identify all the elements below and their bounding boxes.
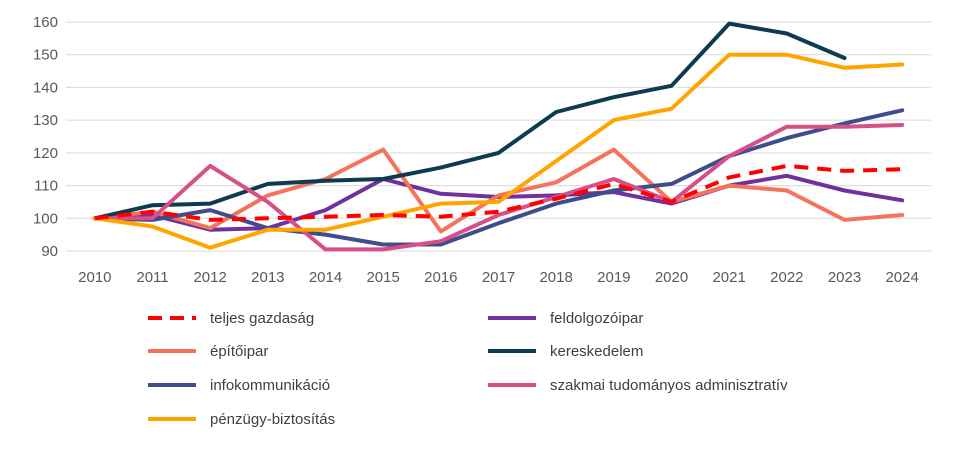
x-tick-label: 2020: [655, 269, 688, 286]
legend-label: kereskedelem: [550, 343, 643, 360]
series-line: [92, 52, 905, 250]
legend-label: szakmai tudományos adminisztratív: [550, 377, 788, 394]
legend: teljes gazdaság feldolgozóipar építőipar ke…: [148, 310, 788, 428]
x-tick-label: 2021: [712, 269, 745, 286]
y-tick-label: 120: [33, 145, 58, 162]
x-tick-label: 2014: [309, 269, 342, 286]
x-tick-label: 2015: [366, 269, 399, 286]
x-tick-label: 2019: [597, 269, 630, 286]
legend-label: infokommunikáció: [210, 377, 330, 394]
y-tick-label: 90: [41, 243, 58, 260]
y-tick-label: 150: [33, 47, 58, 64]
y-tick-label: 130: [33, 112, 58, 129]
series-line: [94, 163, 903, 222]
series-line: [92, 123, 905, 252]
legend-label: feldolgozóipar: [550, 310, 643, 327]
y-tick-label: 110: [34, 178, 58, 195]
x-tick-label: 2012: [193, 269, 226, 286]
y-tick-label: 140: [33, 79, 58, 96]
legend-label: építőipar: [210, 343, 268, 360]
series-line: [92, 21, 847, 221]
x-tick-label: 2011: [136, 269, 168, 286]
x-tick-label: 2018: [539, 269, 572, 286]
y-tick-label: 160: [33, 14, 58, 31]
series-line: [92, 108, 905, 247]
series-lines: [92, 21, 905, 252]
y-axis-tick-labels: 90 100 110 120 130 140 150 160: [33, 14, 58, 260]
x-tick-label: 2013: [251, 269, 284, 286]
x-tick-label: 2022: [770, 269, 803, 286]
x-tick-label: 2010: [78, 269, 111, 286]
x-tick-label: 2023: [828, 269, 861, 286]
y-tick-label: 100: [33, 210, 58, 227]
legend-label: teljes gazdaság: [210, 310, 314, 327]
x-tick-label: 2024: [885, 269, 918, 286]
x-axis-tick-labels: 2010 2011 2012 2013 2014 2015 2016 2017 2018 2019…: [78, 269, 919, 286]
legend-label: pénzügy-biztosítás: [210, 411, 335, 428]
x-tick-label: 2017: [482, 269, 515, 286]
x-tick-label: 2016: [424, 269, 457, 286]
